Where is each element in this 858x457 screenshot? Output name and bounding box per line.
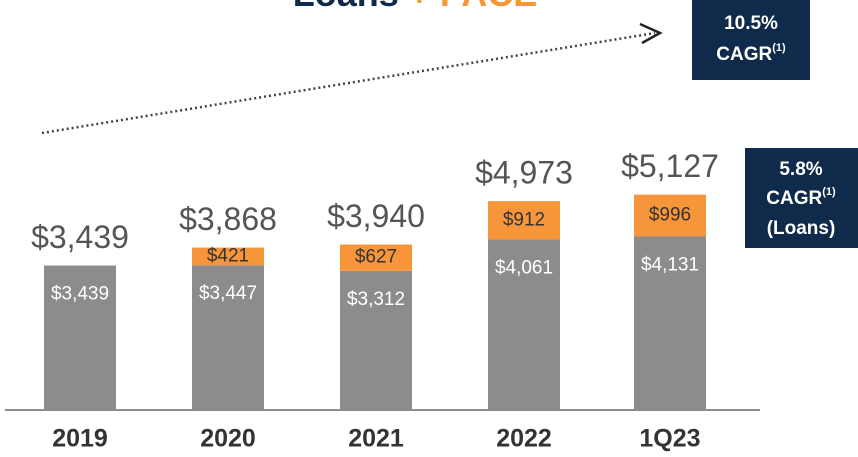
chart-title: Loans + PACE xyxy=(293,0,537,14)
bar-segment xyxy=(340,270,412,410)
total-label: $3,868 xyxy=(179,201,277,237)
segment-label: $912 xyxy=(503,209,545,230)
cagr-arrow xyxy=(41,31,656,135)
segment-label: $4,131 xyxy=(641,255,699,276)
x-tick-label: 2022 xyxy=(496,425,552,453)
title-suffix: + PACE xyxy=(409,0,537,14)
x-tick-label: 2020 xyxy=(200,425,256,453)
bar-segment xyxy=(488,239,560,410)
segment-label: $4,061 xyxy=(495,257,553,278)
cagr-text: CAGR xyxy=(716,44,772,65)
cagr-scope: (Loans) xyxy=(767,218,836,239)
total-label: $5,127 xyxy=(621,148,719,184)
cagr-label: CAGR(1) xyxy=(766,186,836,209)
cagr-box-bg xyxy=(692,0,810,80)
cagr-note: (1) xyxy=(822,186,836,198)
x-tick-label: 1Q23 xyxy=(639,425,700,453)
x-tick-label: 2019 xyxy=(52,425,108,453)
cagr-label: CAGR(1) xyxy=(716,42,786,65)
cagr-value: 5.8% xyxy=(779,159,822,180)
arrow-head xyxy=(639,22,663,45)
cagr-loans-box: 5.8% CAGR(1) (Loans) xyxy=(745,148,858,248)
total-label: $3,439 xyxy=(31,219,129,255)
bar-segment xyxy=(44,265,116,410)
bar-segment xyxy=(634,194,706,237)
cagr-box: 10.5% CAGR(1) xyxy=(692,0,810,80)
segment-label: $996 xyxy=(649,205,691,226)
segment-label: $3,439 xyxy=(51,284,109,305)
bar-segment xyxy=(192,247,264,266)
cagr-text: CAGR xyxy=(766,188,822,209)
bar-segment xyxy=(634,236,706,410)
total-label: $4,973 xyxy=(475,155,573,191)
bar-segment xyxy=(192,265,264,410)
segment-label: $3,447 xyxy=(199,283,257,304)
cagr-value: 10.5% xyxy=(724,13,778,34)
cagr-note: (1) xyxy=(772,42,786,54)
segment-label: $421 xyxy=(207,245,249,266)
bar-segment xyxy=(340,244,412,271)
total-label: $3,940 xyxy=(327,198,425,234)
x-tick-label: 2021 xyxy=(348,425,404,453)
segment-label: $3,312 xyxy=(347,289,405,310)
cagr-loans-box-bg xyxy=(745,148,858,248)
segment-label: $627 xyxy=(355,247,397,268)
bar-segment xyxy=(488,201,560,240)
title-main: Loans xyxy=(293,0,399,14)
